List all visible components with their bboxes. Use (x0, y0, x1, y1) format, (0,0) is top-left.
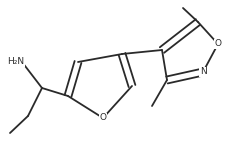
Text: O: O (99, 113, 107, 123)
Text: H₂N: H₂N (7, 57, 24, 67)
Text: N: N (200, 68, 206, 76)
Text: O: O (215, 39, 221, 49)
